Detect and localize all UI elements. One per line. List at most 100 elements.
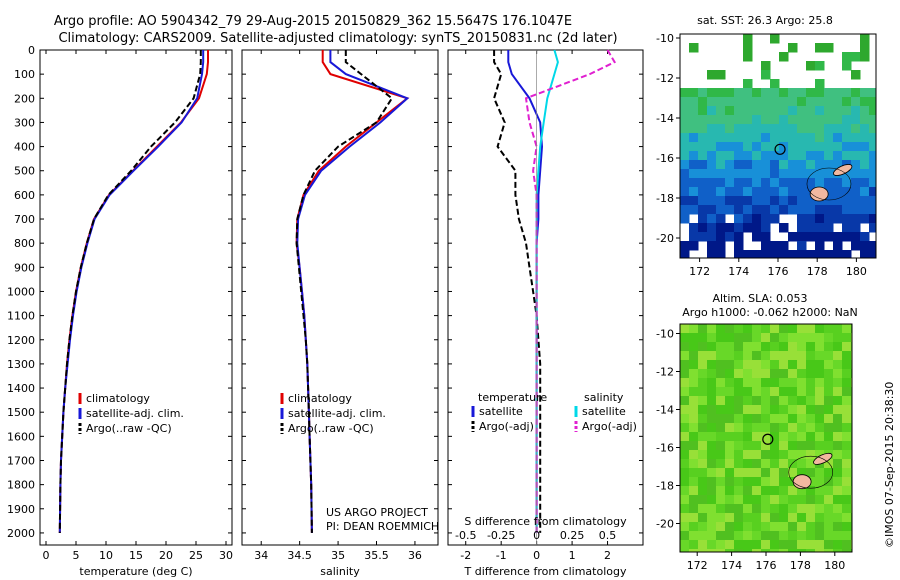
map-cell	[743, 342, 753, 352]
map-cell	[761, 169, 771, 179]
plot-frame	[241, 49, 439, 546]
map-cell	[707, 88, 717, 98]
map-cell	[851, 52, 861, 62]
map-cell	[716, 70, 726, 80]
x-tick-label: 0	[43, 549, 50, 562]
map-cell	[779, 414, 789, 424]
legend-label: Argo(-adj)	[582, 420, 637, 433]
map-cell	[707, 540, 717, 550]
map-cell	[788, 342, 798, 352]
map-cell	[824, 160, 834, 170]
map-cell	[833, 151, 843, 161]
map-cell	[707, 396, 717, 406]
map-cell	[698, 468, 708, 478]
map-cell	[725, 369, 735, 379]
map-cell	[770, 241, 780, 251]
map-cell	[824, 441, 834, 451]
x-axis-label: temperature (deg C)	[79, 565, 192, 578]
map-cell	[824, 351, 834, 361]
map-cell	[698, 513, 708, 523]
map-cell	[860, 205, 870, 215]
map-cell	[860, 115, 870, 125]
map-cell	[842, 214, 852, 224]
map-cell	[725, 549, 735, 552]
map-cell	[689, 378, 699, 388]
map-cell	[743, 160, 753, 170]
map-cell	[842, 196, 852, 206]
map-cell	[806, 232, 816, 242]
map-cell	[770, 124, 780, 134]
map-cell	[788, 115, 798, 125]
map-cell	[716, 351, 726, 361]
map-cell	[743, 486, 753, 496]
map-cell	[815, 531, 825, 541]
plot-frame	[39, 49, 233, 546]
map-cell	[707, 115, 717, 125]
map-cell	[752, 495, 762, 505]
map-cell	[716, 223, 726, 233]
map-cell	[770, 106, 780, 116]
map-cell	[833, 450, 843, 460]
map-cell	[815, 468, 825, 478]
map-cell	[752, 351, 762, 361]
map-cell	[815, 79, 825, 89]
map-cell	[842, 450, 852, 460]
map-cell	[752, 360, 762, 370]
map-cell	[824, 486, 834, 496]
map-cell	[806, 405, 816, 415]
map-cell	[707, 459, 717, 469]
map-cell	[707, 468, 717, 478]
map-cell	[797, 178, 807, 188]
y-tick-label: 400	[14, 141, 35, 154]
map-cell	[761, 70, 771, 80]
map-cell	[779, 169, 789, 179]
map-cell	[761, 250, 771, 258]
y-tick-label: -14	[656, 112, 674, 125]
map-cell	[833, 387, 843, 397]
map-cell	[806, 142, 816, 152]
map-cell	[869, 241, 876, 251]
map-cell	[725, 160, 735, 170]
map-cell	[698, 387, 708, 397]
map-cell	[743, 88, 753, 98]
map-cell	[698, 504, 708, 514]
map-cell	[689, 169, 699, 179]
map-cell	[734, 522, 744, 532]
map-cell	[698, 214, 708, 224]
map-cell	[860, 169, 870, 179]
map-cell	[752, 459, 762, 469]
map-cell	[770, 160, 780, 170]
map-cell	[770, 250, 780, 258]
map-cell	[761, 423, 771, 433]
map-cell	[698, 360, 708, 370]
map-cell	[707, 450, 717, 460]
map-cell	[842, 513, 852, 523]
map-cell	[860, 196, 870, 206]
legend-label: climatology	[86, 392, 150, 405]
map-cell	[725, 450, 735, 460]
map-cell	[716, 387, 726, 397]
map-cell	[707, 106, 717, 116]
map-cell	[743, 495, 753, 505]
map-cell	[797, 540, 807, 550]
map-cell	[869, 169, 876, 179]
map-cell	[842, 549, 852, 552]
y-tick-label: 900	[14, 261, 35, 274]
map-cell	[725, 396, 735, 406]
map-cell	[698, 486, 708, 496]
legend-title: temperature	[478, 391, 547, 404]
map-cell	[698, 169, 708, 179]
map-cell	[716, 495, 726, 505]
map-cell	[734, 423, 744, 433]
map-cell	[707, 432, 717, 442]
sla-map: 172 174 176 178 180 -10 -12 -14 -16 -18 -20	[656, 323, 853, 572]
map-cell	[842, 387, 852, 397]
argo-location-marker	[762, 433, 774, 445]
map-cell	[752, 423, 762, 433]
map-cell	[680, 351, 690, 361]
map-cell	[680, 124, 690, 134]
map-cell	[833, 88, 843, 98]
map-cell	[842, 504, 852, 514]
map-cell	[869, 142, 876, 152]
map-cell	[797, 405, 807, 415]
